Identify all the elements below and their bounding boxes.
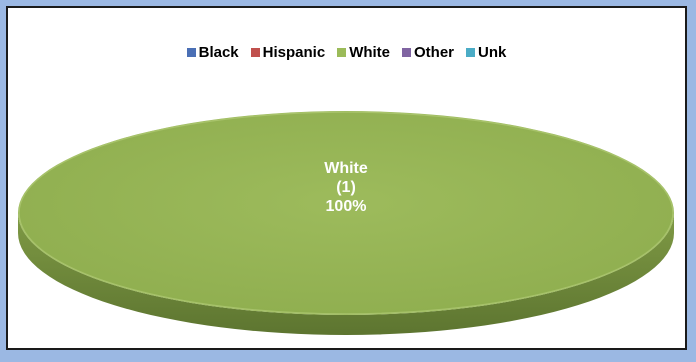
legend-swatch-hispanic <box>250 48 260 57</box>
legend-swatch-white <box>337 48 347 57</box>
legend-item-white: White <box>337 44 390 61</box>
legend-label-white: White <box>349 44 391 61</box>
legend-item-hispanic: Hispanic <box>250 44 326 61</box>
legend-label-black: Black <box>198 44 239 61</box>
chart-area: Black Hispanic White Other Unk <box>6 6 687 350</box>
legend-swatch-other <box>402 48 412 57</box>
data-label-white-percent: 100% <box>326 198 367 215</box>
data-labels: White (1) 100% <box>324 160 368 215</box>
pie-side <box>18 213 674 335</box>
pie-slices <box>18 111 674 335</box>
pie-slice-white <box>18 111 674 315</box>
legend-label-other: Other <box>414 44 455 61</box>
legend-label-hispanic: Hispanic <box>262 44 326 61</box>
legend-item-unk: Unk <box>466 44 506 61</box>
legend: Black Hispanic White Other Unk <box>8 44 685 61</box>
legend-swatch-black <box>186 48 196 57</box>
legend-item-black: Black <box>186 44 239 61</box>
legend-label-unk: Unk <box>478 44 507 61</box>
pie-chart: White (1) 100% <box>18 111 674 335</box>
data-label-white-category: White <box>324 160 368 177</box>
pie-rim <box>18 111 674 315</box>
legend-swatch-unk <box>466 48 476 57</box>
legend-item-other: Other <box>402 44 454 61</box>
data-label-white-count: (1) <box>336 179 356 196</box>
